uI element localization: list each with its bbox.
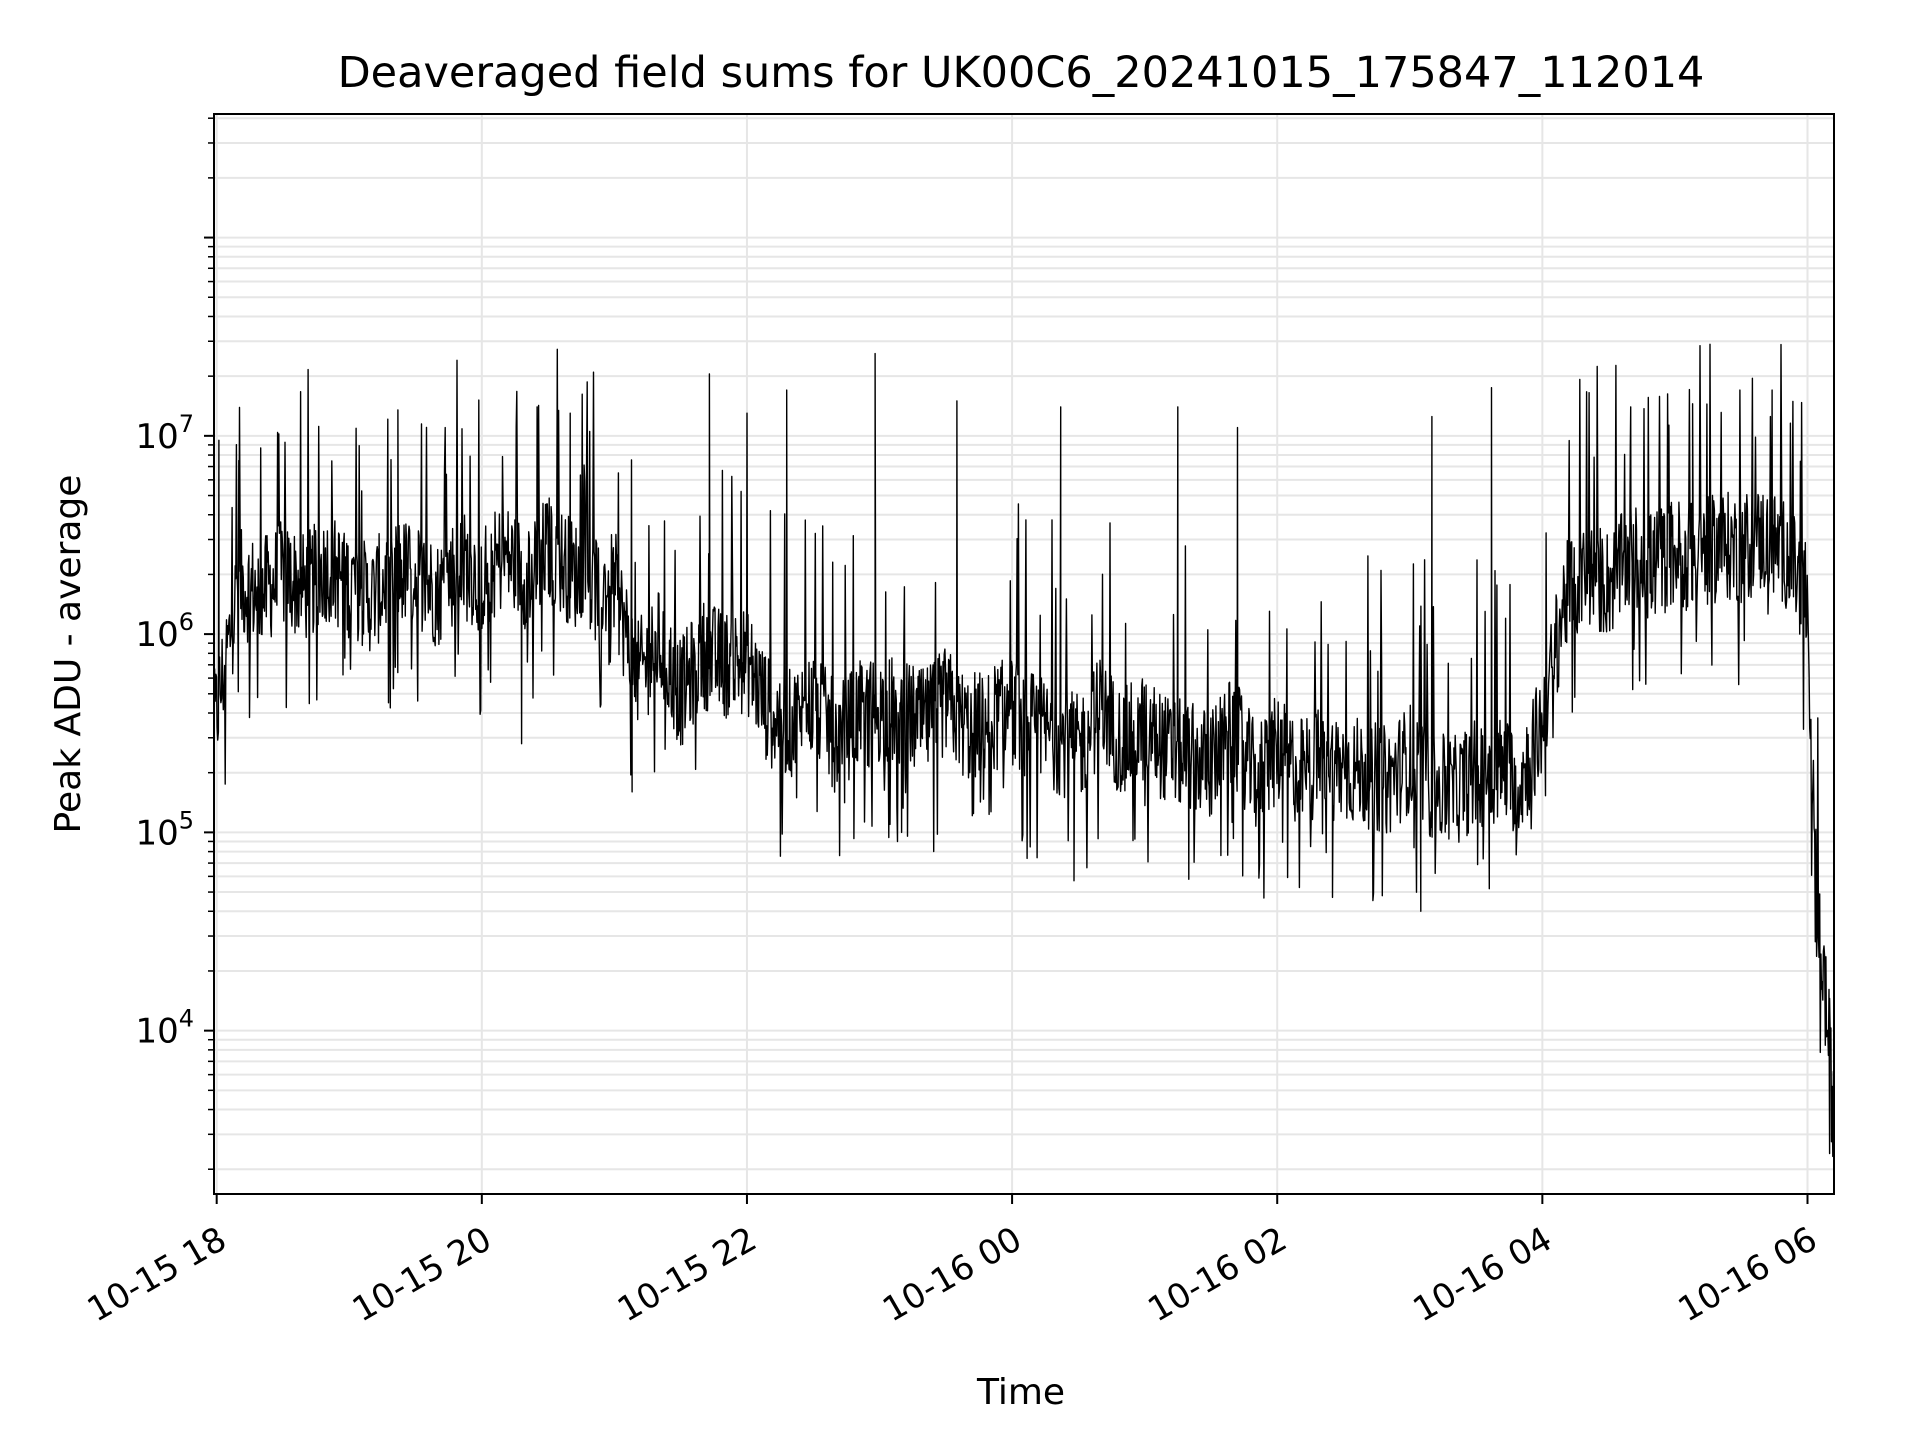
y-tick-label: 107 (135, 410, 194, 457)
y-tick-exponent: 4 (179, 1005, 194, 1033)
y-tick-base: 10 (135, 1012, 178, 1052)
y-tick-base: 10 (135, 615, 178, 655)
y-tick-label: 104 (135, 1005, 194, 1052)
y-tick-label: 105 (135, 806, 194, 853)
y-tick-exponent: 7 (179, 410, 194, 438)
series-line (213, 343, 1835, 1158)
y-tick-label: 106 (135, 608, 194, 655)
y-axis-label: Peak ADU - average (48, 475, 89, 834)
x-axis-label: Time (976, 1372, 1065, 1413)
y-tick-base: 10 (135, 813, 178, 853)
chart-title: Deaveraged field sums for UK00C6_2024101… (338, 48, 1705, 98)
y-tick-exponent: 5 (179, 806, 194, 834)
y-tick-base: 10 (135, 417, 178, 457)
y-tick-exponent: 6 (179, 608, 194, 636)
